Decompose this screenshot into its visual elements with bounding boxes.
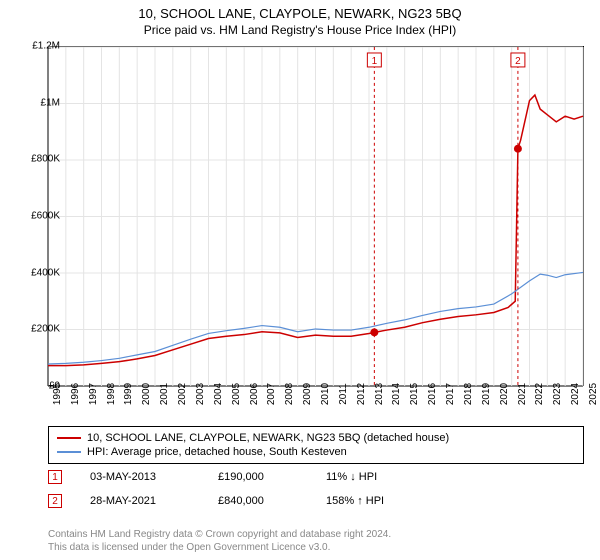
x-tick-label: 2007	[266, 383, 277, 405]
x-tick-label: 2005	[231, 383, 242, 405]
x-tick-label: 1999	[123, 383, 134, 405]
sale-price: £840,000	[218, 495, 298, 507]
y-tick-label: £1.2M	[16, 41, 60, 52]
svg-text:1: 1	[372, 56, 378, 67]
legend-swatch	[57, 451, 81, 453]
sale-row: 1 03-MAY-2013 £190,000 11% ↓ HPI	[48, 470, 584, 484]
legend: 10, SCHOOL LANE, CLAYPOLE, NEWARK, NG23 …	[48, 426, 584, 464]
y-tick-label: £800K	[16, 154, 60, 165]
y-tick-label: £400K	[16, 267, 60, 278]
chart-subtitle: Price paid vs. HM Land Registry's House …	[0, 21, 600, 37]
attribution: Contains HM Land Registry data © Crown c…	[48, 528, 391, 554]
chart-title: 10, SCHOOL LANE, CLAYPOLE, NEWARK, NG23 …	[0, 0, 600, 21]
x-tick-label: 2019	[481, 383, 492, 405]
x-tick-label: 2014	[391, 383, 402, 405]
chart-svg: 12	[48, 47, 583, 386]
x-tick-label: 2017	[445, 383, 456, 405]
legend-swatch	[57, 437, 81, 439]
x-tick-label: 2001	[159, 383, 170, 405]
x-tick-label: 2025	[588, 383, 599, 405]
x-tick-label: 2024	[570, 383, 581, 405]
sale-price: £190,000	[218, 471, 298, 483]
legend-item: 10, SCHOOL LANE, CLAYPOLE, NEWARK, NG23 …	[57, 431, 575, 445]
plot-area: 12	[48, 46, 584, 386]
marker-badge: 2	[48, 494, 62, 508]
sale-row: 2 28-MAY-2021 £840,000 158% ↑ HPI	[48, 494, 584, 508]
sale-delta: 11% ↓ HPI	[326, 471, 377, 483]
x-tick-label: 1998	[106, 383, 117, 405]
x-tick-label: 2015	[409, 383, 420, 405]
x-tick-label: 1995	[52, 383, 63, 405]
x-tick-label: 1997	[88, 383, 99, 405]
legend-label: HPI: Average price, detached house, Sout…	[87, 446, 347, 458]
attribution-line: Contains HM Land Registry data © Crown c…	[48, 528, 391, 541]
x-tick-label: 2009	[302, 383, 313, 405]
y-tick-label: £200K	[16, 324, 60, 335]
x-tick-label: 1996	[70, 383, 81, 405]
sale-date: 28-MAY-2021	[90, 495, 190, 507]
marker-badge: 1	[48, 470, 62, 484]
sale-delta: 158% ↑ HPI	[326, 495, 384, 507]
sale-date: 03-MAY-2013	[90, 471, 190, 483]
y-tick-label: £600K	[16, 211, 60, 222]
legend-label: 10, SCHOOL LANE, CLAYPOLE, NEWARK, NG23 …	[87, 432, 449, 444]
x-tick-label: 2016	[427, 383, 438, 405]
x-tick-label: 2004	[213, 383, 224, 405]
x-tick-label: 2013	[374, 383, 385, 405]
x-tick-label: 2021	[517, 383, 528, 405]
svg-text:2: 2	[515, 56, 521, 67]
x-tick-label: 2023	[552, 383, 563, 405]
x-tick-label: 2020	[499, 383, 510, 405]
x-tick-label: 2000	[141, 383, 152, 405]
x-tick-label: 2011	[338, 383, 349, 405]
x-tick-label: 2018	[463, 383, 474, 405]
x-tick-label: 2006	[249, 383, 260, 405]
legend-item: HPI: Average price, detached house, Sout…	[57, 445, 575, 459]
y-tick-label: £1M	[16, 97, 60, 108]
x-tick-label: 2002	[177, 383, 188, 405]
x-tick-label: 2008	[284, 383, 295, 405]
x-tick-label: 2010	[320, 383, 331, 405]
attribution-line: This data is licensed under the Open Gov…	[48, 541, 391, 554]
x-tick-label: 2003	[195, 383, 206, 405]
x-tick-label: 2012	[356, 383, 367, 405]
chart-container: 10, SCHOOL LANE, CLAYPOLE, NEWARK, NG23 …	[0, 0, 600, 560]
x-tick-label: 2022	[534, 383, 545, 405]
